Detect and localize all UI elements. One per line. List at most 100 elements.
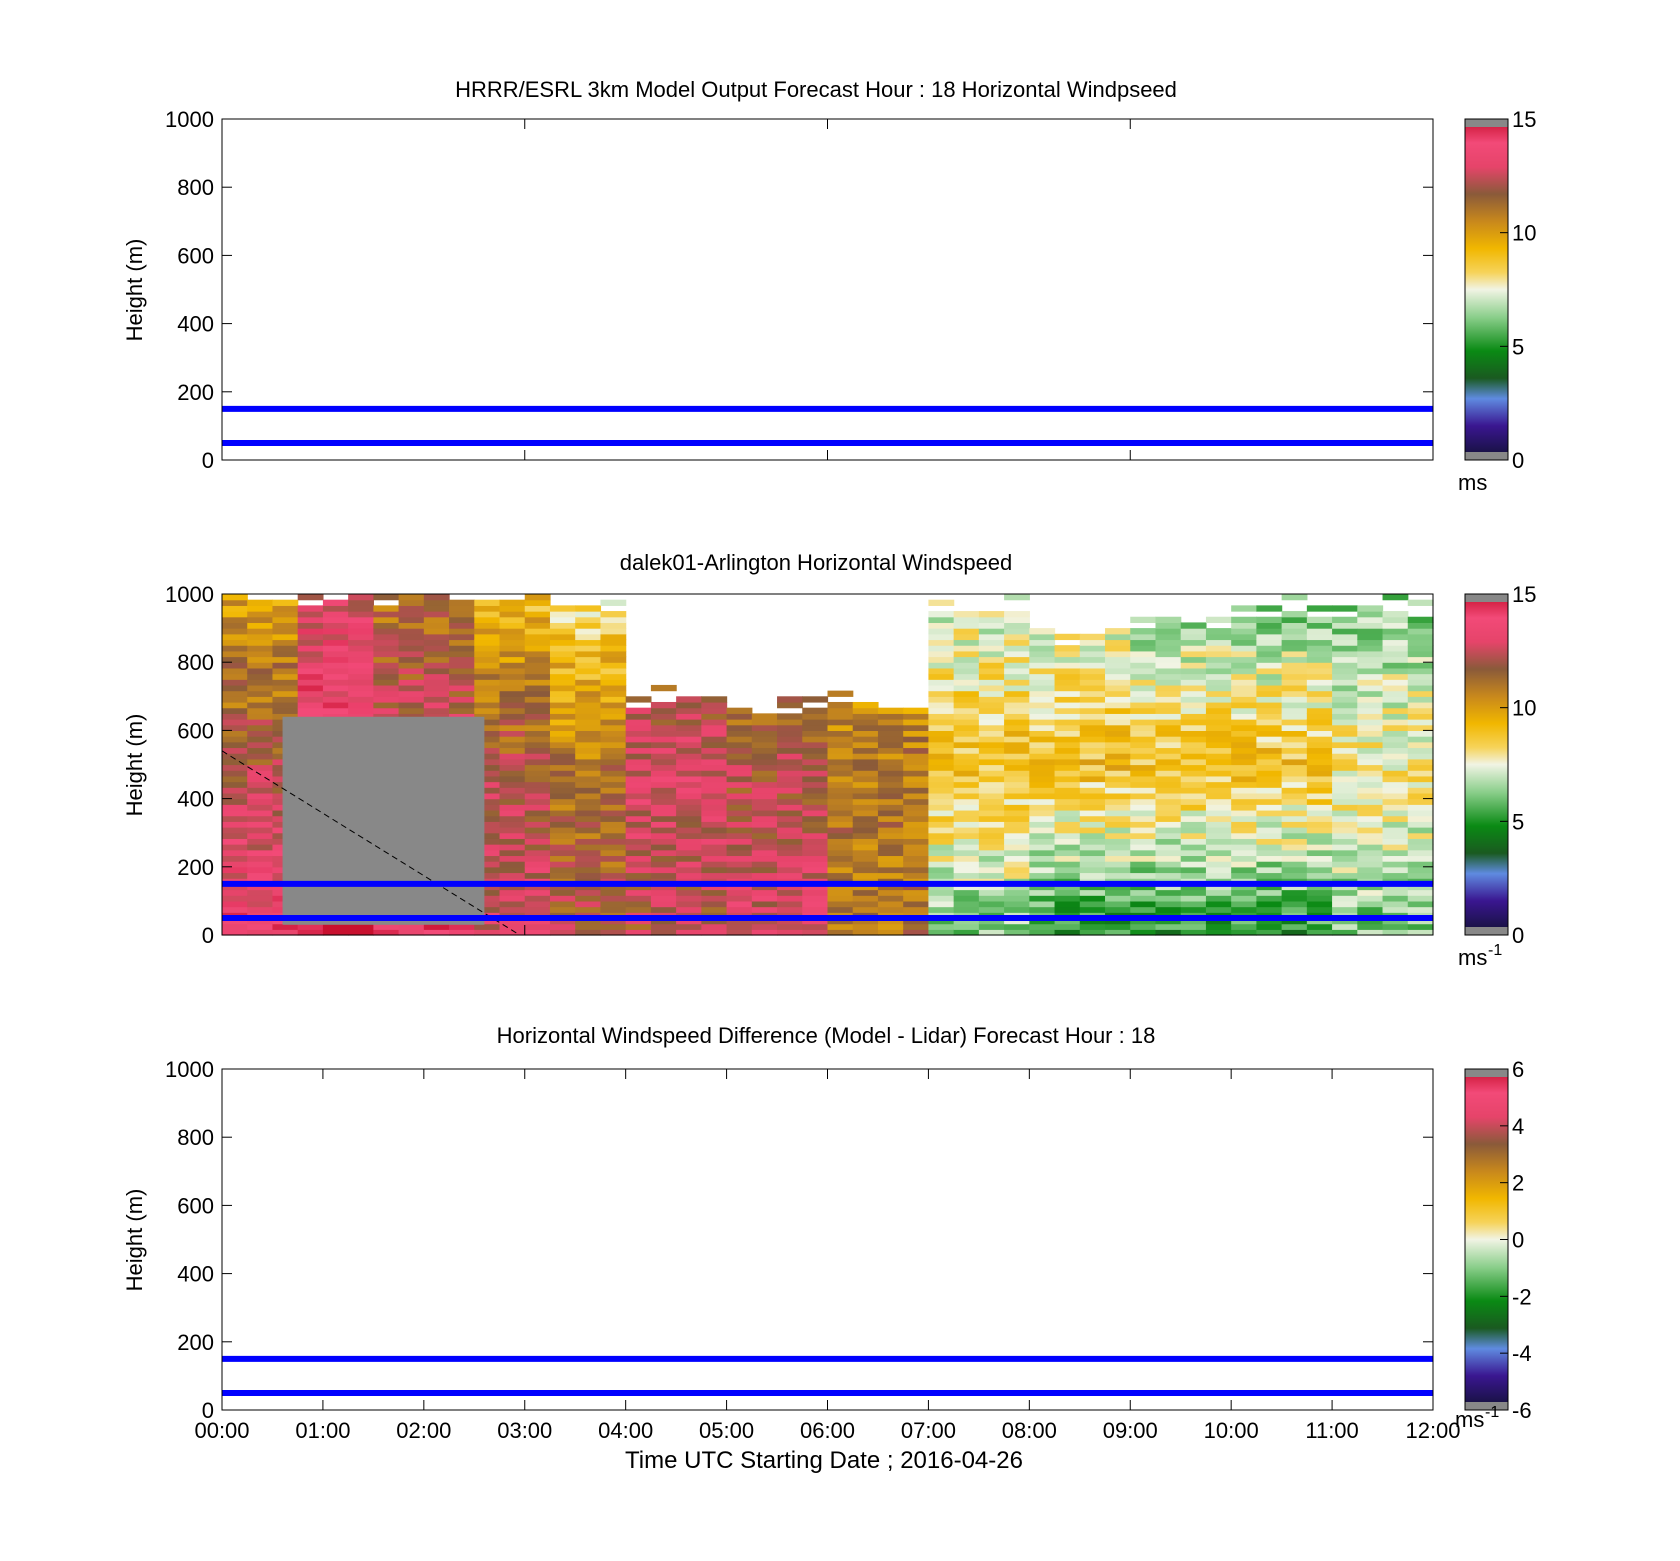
lidar-cell [953, 821, 980, 828]
lidar-cell [877, 895, 904, 902]
lidar-cell [1256, 861, 1283, 868]
lidar-cell [1231, 838, 1257, 845]
x-tick-label: 06:00 [800, 1418, 855, 1443]
lidar-cell [449, 599, 475, 606]
lidar-cell [852, 906, 879, 913]
lidar-cell [827, 764, 854, 771]
lidar-cell [1357, 883, 1384, 891]
lidar-cell [1079, 923, 1106, 930]
lidar-cell [928, 815, 955, 822]
lidar-cell [1281, 611, 1308, 618]
lidar-cell [1382, 679, 1409, 686]
lidar-cell [575, 844, 602, 851]
panel-model: HRRR/ESRL 3km Model Output Forecast Hour… [122, 77, 1536, 495]
y-axis-label: Height (m) [122, 1189, 147, 1292]
lidar-cell [1004, 707, 1030, 714]
lidar-cell [1105, 701, 1131, 709]
lidar-cell [1357, 645, 1384, 652]
lidar-cell [600, 633, 627, 641]
lidar-cell [600, 747, 627, 754]
lidar-cell [1054, 667, 1081, 675]
lidar-cell [575, 741, 602, 749]
lidar-cell [222, 719, 248, 726]
lidar-cell [322, 628, 349, 635]
y-tick-label: 600 [177, 1193, 214, 1218]
lidar-cell [499, 747, 526, 754]
lidar-cell [1130, 827, 1157, 834]
lidar-cell [1105, 838, 1131, 845]
lidar-cell [1382, 736, 1409, 743]
lidar-cell [247, 827, 274, 834]
lidar-cell [1180, 622, 1207, 629]
lidar-cell [1306, 917, 1333, 925]
lidar-cell [575, 724, 602, 731]
lidar-cell [1407, 639, 1434, 646]
lidar-cell [322, 633, 349, 641]
lidar-cell [726, 724, 753, 731]
lidar-cell [1407, 696, 1434, 703]
lidar-cell [474, 895, 501, 902]
lidar-cell [272, 633, 299, 641]
lidar-cell [1029, 929, 1056, 936]
lidar-cell [701, 827, 728, 834]
lidar-cell [1155, 758, 1182, 766]
lidar-cell [575, 753, 602, 760]
lidar-cell [903, 895, 930, 902]
lidar-cell [1180, 719, 1207, 726]
lidar-cell [549, 650, 576, 658]
lidar-cell [777, 809, 803, 817]
lidar-cell [1407, 736, 1434, 743]
lidar-cell [549, 792, 576, 800]
lidar-cell [247, 611, 274, 618]
lidar-cell [1079, 713, 1106, 720]
lidar-cell [297, 633, 324, 641]
lidar-cell [1231, 724, 1257, 731]
lidar-cell [1332, 707, 1358, 714]
lidar-cell [1079, 656, 1106, 663]
lidar-cell [600, 650, 627, 658]
lidar-cell [549, 696, 576, 703]
lidar-cell [474, 900, 501, 908]
lidar-cell [524, 611, 551, 618]
lidar-cell [272, 662, 299, 669]
lidar-cell [1180, 861, 1207, 868]
lidar-cell [600, 809, 627, 817]
lidar-cell [625, 758, 652, 766]
lidar-cell [423, 656, 450, 663]
lidar-cell [650, 827, 677, 834]
lidar-cell [524, 929, 551, 936]
lidar-cell [1205, 804, 1232, 811]
colorbar-cap-bottom [1465, 1402, 1508, 1410]
lidar-cell [474, 906, 501, 913]
lidar-cell [1155, 684, 1182, 692]
lidar-cell [1155, 730, 1182, 737]
lidar-cell [1079, 679, 1106, 686]
lidar-cell [625, 895, 652, 902]
lidar-cell [499, 895, 526, 902]
lidar-cell [499, 821, 526, 828]
lidar-cell [247, 616, 274, 624]
lidar-cell [777, 804, 803, 811]
lidar-cell [247, 787, 274, 794]
lidar-cell [474, 690, 501, 697]
lidar-cell [625, 861, 652, 868]
lidar-cell [600, 645, 627, 652]
lidar-cell [877, 838, 904, 845]
lidar-cell [852, 900, 879, 908]
lidar-cell [877, 741, 904, 749]
lidar-cell [1281, 747, 1308, 754]
lidar-cell [928, 781, 955, 788]
lidar-cell [827, 787, 854, 794]
y-tick-label: 200 [177, 380, 214, 405]
lidar-cell [1382, 747, 1409, 754]
lidar-cell [1382, 707, 1409, 714]
lidar-cell [222, 917, 248, 925]
panel-title: dalek01-Arlington Horizontal Windspeed [620, 550, 1013, 575]
lidar-cell [1205, 929, 1232, 936]
lidar-cell [978, 616, 1005, 624]
lidar-cell [827, 815, 854, 822]
colorbar-cap-bottom [1465, 452, 1508, 460]
lidar-cell [1332, 809, 1358, 817]
lidar-cell [1054, 929, 1081, 936]
lidar-cell [1281, 713, 1308, 720]
